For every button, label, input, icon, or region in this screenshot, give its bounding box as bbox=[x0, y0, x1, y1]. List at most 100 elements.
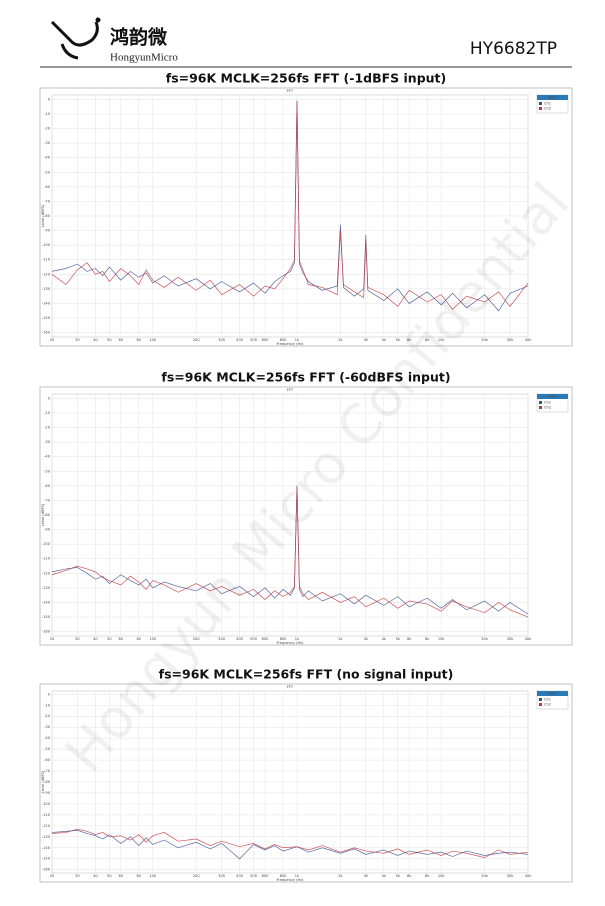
x-tick-label: 8k bbox=[425, 874, 430, 878]
chart-title: fs=96K MCLK=256fs FFT (-1dBFS input) bbox=[166, 71, 447, 86]
legend-label: Ch2 bbox=[544, 406, 551, 410]
x-tick-label: 500 bbox=[250, 874, 258, 878]
x-axis-label: Frequency (Hz) bbox=[276, 641, 304, 645]
plot-title: FFT bbox=[287, 388, 294, 392]
x-tick-label: 200 bbox=[193, 874, 201, 878]
series-line bbox=[51, 829, 529, 860]
y-tick-label: -120 bbox=[42, 571, 51, 575]
y-tick-label: -40 bbox=[44, 455, 51, 459]
y-tick-label: -100 bbox=[42, 243, 51, 247]
y-tick-label: -130 bbox=[42, 287, 51, 291]
x-tick-label: 30 bbox=[75, 874, 80, 878]
legend-swatch bbox=[539, 698, 542, 701]
legend-swatch bbox=[539, 107, 542, 110]
y-tick-label: -30 bbox=[44, 141, 51, 145]
legend-swatch bbox=[539, 401, 542, 404]
x-tick-label: 80 bbox=[137, 637, 142, 641]
x-tick-label: 20 bbox=[50, 338, 55, 342]
x-tick-label: 30k bbox=[507, 637, 515, 641]
x-tick-label: 3k bbox=[364, 874, 369, 878]
y-tick-label: 0 bbox=[48, 396, 51, 400]
x-tick-label: 400 bbox=[236, 637, 244, 641]
y-tick-label: -50 bbox=[44, 747, 51, 751]
legend-swatch bbox=[539, 703, 542, 706]
y-tick-label: -110 bbox=[42, 258, 51, 262]
x-tick-label: 50 bbox=[107, 338, 112, 342]
x-tick-label: 50 bbox=[107, 637, 112, 641]
x-axis-label: Frequency (Hz) bbox=[276, 878, 304, 882]
x-tick-label: 200 bbox=[193, 637, 201, 641]
y-tick-label: -150 bbox=[42, 316, 51, 320]
legend-title: Data bbox=[548, 395, 557, 399]
x-tick-label: 50 bbox=[107, 874, 112, 878]
x-tick-label: 30k bbox=[507, 338, 515, 342]
x-tick-label: 200 bbox=[193, 338, 201, 342]
y-tick-label: -140 bbox=[42, 301, 51, 305]
y-tick-label: -10 bbox=[44, 112, 51, 116]
y-tick-label: -130 bbox=[42, 586, 51, 590]
x-tick-label: 4k bbox=[382, 637, 387, 641]
y-axis-label: Level (dBFS) bbox=[41, 770, 45, 793]
x-tick-label: 800 bbox=[280, 874, 288, 878]
legend-header bbox=[537, 394, 568, 399]
y-tick-label: 0 bbox=[48, 692, 51, 696]
y-tick-label: -70 bbox=[44, 498, 51, 502]
x-tick-label: 10k bbox=[438, 874, 446, 878]
legend-label: Ch1 bbox=[544, 102, 551, 106]
x-tick-label: 30 bbox=[75, 637, 80, 641]
x-tick-label: 400 bbox=[236, 874, 244, 878]
x-tick-label: 8k bbox=[425, 338, 430, 342]
x-tick-label: 100 bbox=[149, 637, 157, 641]
y-tick-label: -150 bbox=[42, 615, 51, 619]
y-tick-label: -160 bbox=[42, 868, 51, 872]
x-tick-label: 5k bbox=[396, 874, 401, 878]
model: HY6682TP bbox=[470, 39, 557, 59]
x-tick-label: 5k bbox=[396, 637, 401, 641]
y-tick-label: -110 bbox=[42, 557, 51, 561]
legend-header bbox=[537, 691, 568, 696]
y-tick-label: -120 bbox=[42, 272, 51, 276]
legend-label: Ch2 bbox=[544, 107, 551, 111]
y-tick-label: -20 bbox=[44, 714, 51, 718]
y-axis-label: Level (dBFS) bbox=[41, 503, 45, 526]
x-tick-label: 60 bbox=[119, 637, 124, 641]
y-tick-label: -100 bbox=[42, 542, 51, 546]
y-tick-label: -90 bbox=[44, 229, 51, 233]
x-tick-label: 800 bbox=[280, 637, 288, 641]
x-tick-label: 3k bbox=[364, 338, 369, 342]
logo bbox=[50, 17, 101, 60]
x-tick-label: 8k bbox=[425, 637, 430, 641]
x-tick-label: 4k bbox=[382, 338, 387, 342]
x-tick-label: 6k bbox=[407, 637, 412, 641]
x-tick-label: 60 bbox=[119, 338, 124, 342]
legend-swatch bbox=[539, 102, 542, 105]
x-tick-label: 10k bbox=[438, 637, 446, 641]
x-tick-label: 600 bbox=[262, 338, 270, 342]
y-tick-label: -20 bbox=[44, 127, 51, 131]
legend-title: Data bbox=[548, 96, 557, 100]
logo-cn: 鸿韵微 bbox=[110, 26, 168, 49]
y-tick-label: 0 bbox=[48, 97, 51, 101]
x-tick-label: 80 bbox=[137, 338, 142, 342]
x-tick-label: 500 bbox=[250, 338, 258, 342]
series-line bbox=[51, 100, 529, 312]
x-tick-label: 20k bbox=[481, 637, 489, 641]
x-tick-label: 2k bbox=[338, 874, 343, 878]
series-line bbox=[51, 828, 529, 859]
x-tick-label: 2k bbox=[338, 637, 343, 641]
y-tick-label: -70 bbox=[44, 199, 51, 203]
x-tick-label: 100 bbox=[149, 874, 157, 878]
y-tick-label: -140 bbox=[42, 846, 51, 850]
y-tick-label: -70 bbox=[44, 769, 51, 773]
y-tick-label: -90 bbox=[44, 791, 51, 795]
chart-title: fs=96K MCLK=256fs FFT (no signal input) bbox=[159, 667, 454, 682]
y-tick-label: -90 bbox=[44, 528, 51, 532]
y-tick-label: -60 bbox=[44, 484, 51, 488]
x-tick-label: 100 bbox=[149, 338, 157, 342]
y-tick-label: -50 bbox=[44, 469, 51, 473]
x-tick-label: 30k bbox=[507, 874, 515, 878]
x-tick-label: 40k bbox=[525, 637, 533, 641]
x-axis-label: Frequency (Hz) bbox=[276, 342, 304, 346]
legend-label: Ch1 bbox=[544, 698, 551, 702]
y-tick-label: -130 bbox=[42, 835, 51, 839]
